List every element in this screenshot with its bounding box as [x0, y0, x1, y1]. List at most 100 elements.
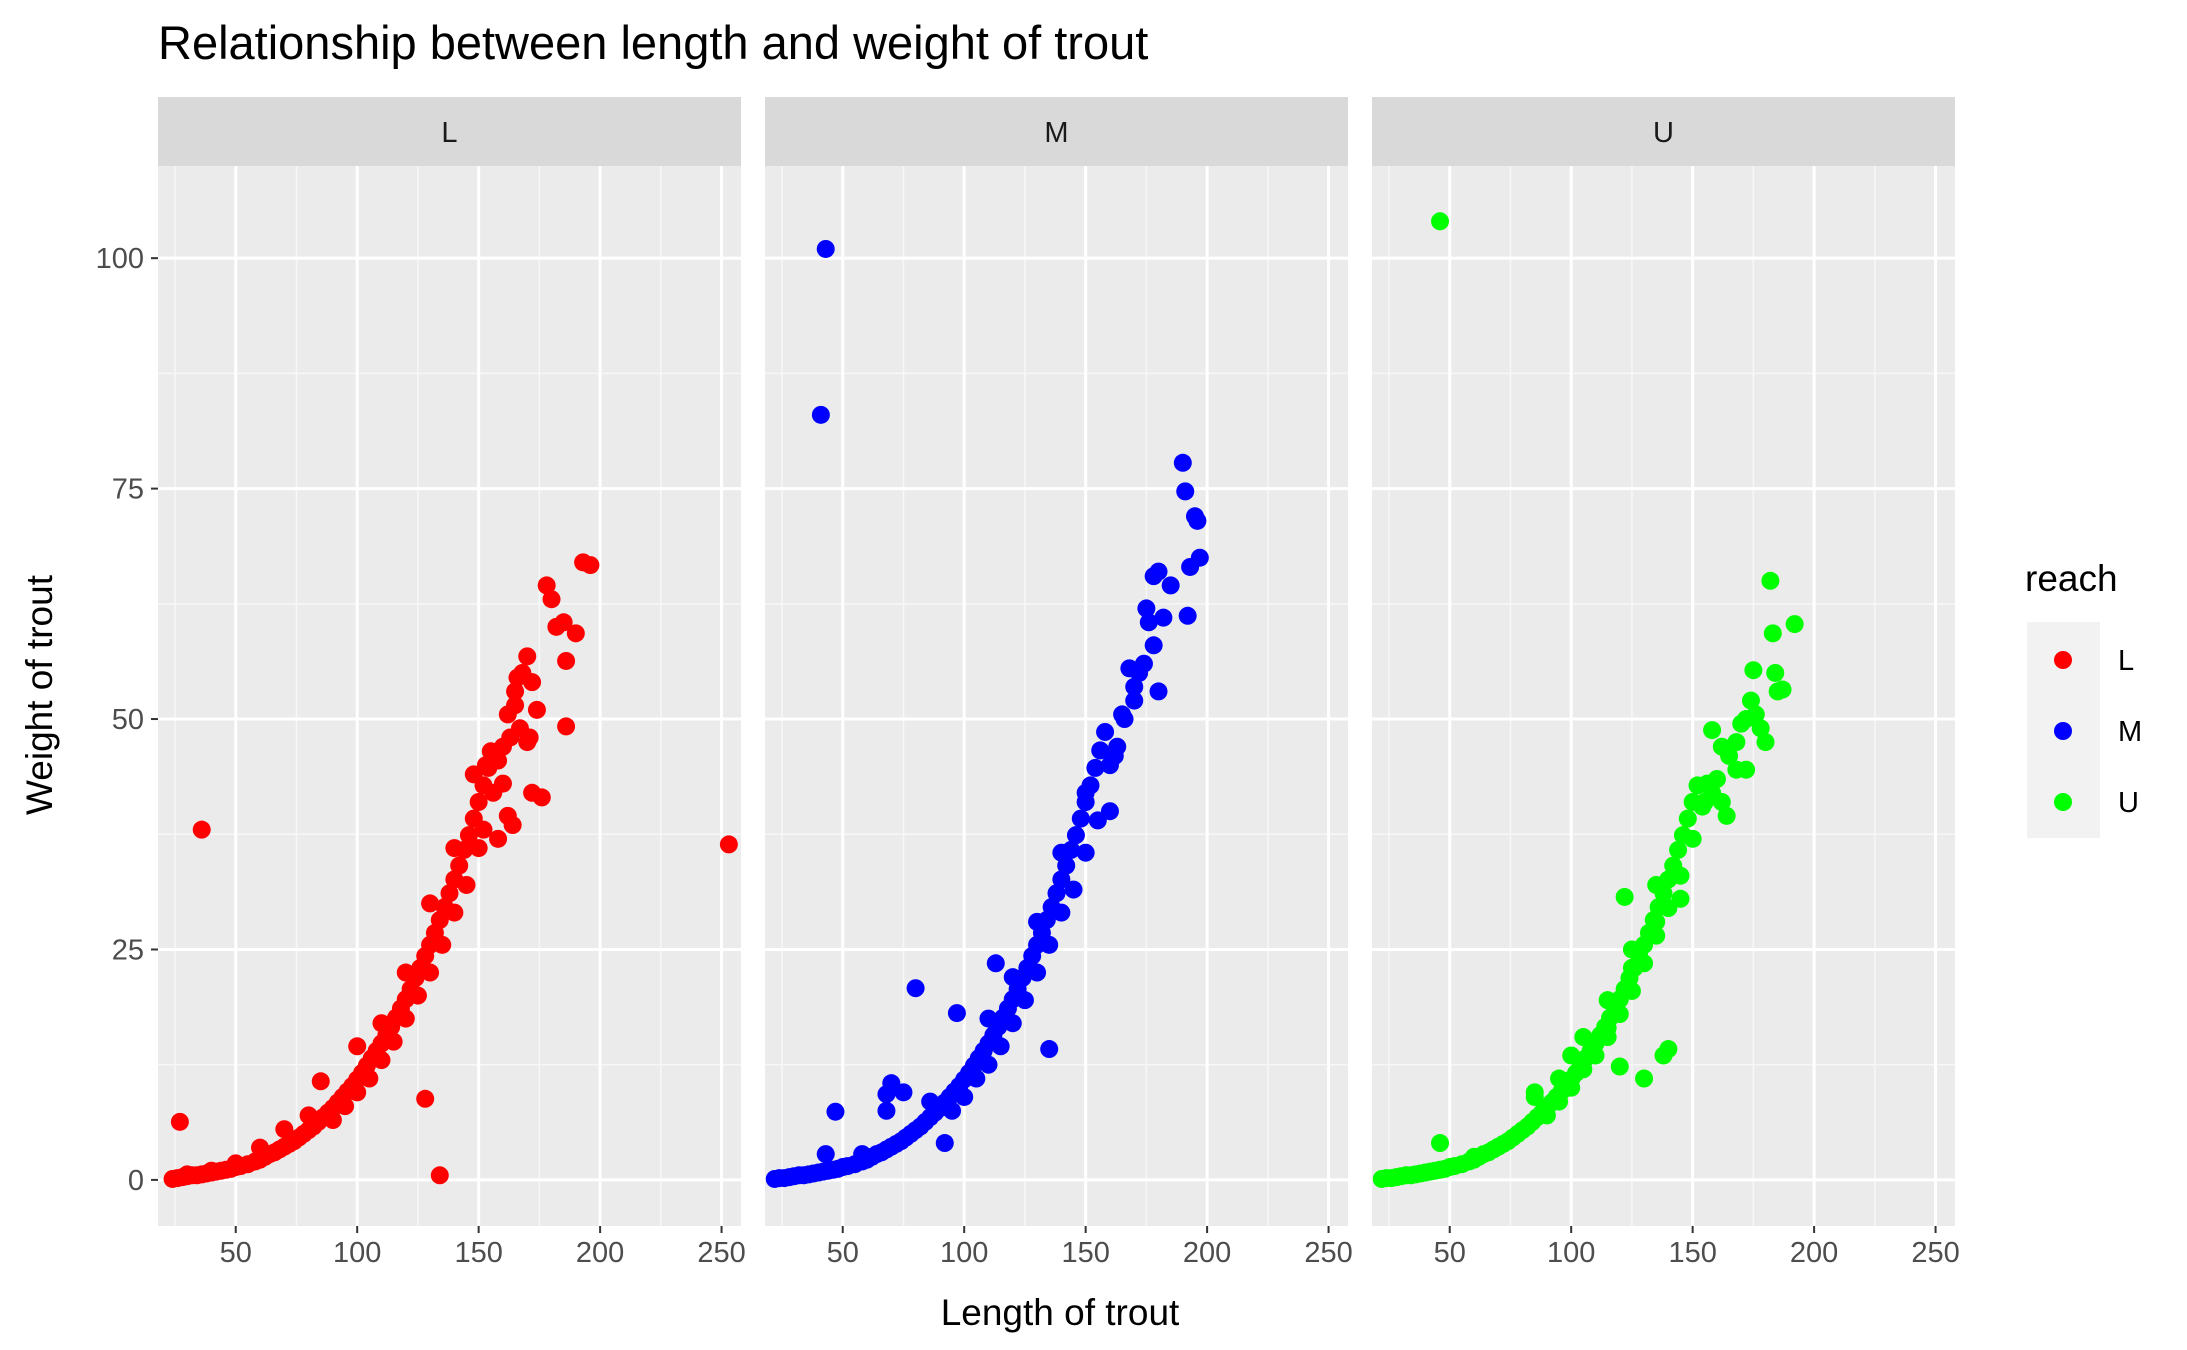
data-point	[1671, 889, 1690, 908]
x-tick-label: 150	[1061, 1237, 1109, 1269]
data-point	[1598, 1018, 1617, 1037]
data-point	[935, 1134, 954, 1153]
legend-label-l: L	[2118, 645, 2134, 677]
data-point	[943, 1101, 962, 1120]
data-point	[1115, 710, 1134, 729]
data-point	[202, 1161, 221, 1180]
data-points	[1372, 212, 1804, 1188]
data-point	[1598, 991, 1617, 1010]
facet-strip-label: L	[441, 117, 457, 149]
data-point	[1586, 1032, 1605, 1051]
data-point	[1052, 870, 1071, 889]
data-point	[396, 963, 415, 982]
data-point	[506, 682, 525, 701]
data-point	[1105, 746, 1124, 765]
x-tick-label: 50	[827, 1237, 859, 1269]
data-point	[1028, 963, 1047, 982]
data-point	[1015, 991, 1034, 1010]
data-point	[1176, 482, 1195, 501]
data-point	[421, 894, 440, 913]
x-axis-title: Length of trout	[941, 1292, 1180, 1333]
data-point	[469, 793, 488, 811]
y-tick-label: 25	[112, 934, 144, 966]
legend-key-u	[2054, 793, 2072, 811]
facet-strip	[1372, 97, 1955, 166]
data-point	[506, 696, 525, 715]
data-point	[566, 624, 585, 643]
data-point	[518, 647, 537, 666]
legend-label-m: M	[2118, 716, 2142, 748]
data-point	[1737, 760, 1756, 779]
data-point	[894, 1083, 913, 1102]
data-point	[1071, 809, 1090, 828]
data-point	[226, 1154, 245, 1173]
data-point	[457, 875, 476, 894]
data-point	[1431, 1134, 1450, 1153]
data-point	[877, 1101, 896, 1120]
data-point	[1669, 840, 1688, 859]
data-point	[1064, 880, 1083, 899]
data-point	[484, 783, 503, 802]
data-point	[1149, 562, 1168, 581]
data-point	[1761, 571, 1780, 590]
x-tick-label: 100	[1547, 1237, 1595, 1269]
facet-panel-l: L 50 100 150 200 250 0 25 50 75 100	[96, 97, 746, 1269]
data-point	[557, 717, 576, 736]
data-point	[1066, 826, 1085, 845]
data-point	[1550, 1092, 1569, 1111]
data-point	[1717, 806, 1736, 825]
facet-strip-label: M	[1044, 117, 1068, 149]
data-point	[1647, 875, 1666, 894]
x-tick-label: 150	[454, 1237, 502, 1269]
data-point	[527, 700, 546, 719]
data-point	[1703, 721, 1722, 740]
data-point	[251, 1138, 270, 1157]
data-point	[1040, 1040, 1059, 1059]
legend-title: reach	[2025, 558, 2118, 599]
data-point	[853, 1145, 872, 1164]
data-point	[1766, 663, 1785, 682]
data-point	[275, 1120, 294, 1139]
data-point	[408, 986, 427, 1005]
data-point	[1154, 608, 1173, 627]
y-tick-label: 50	[112, 704, 144, 736]
data-point	[348, 1083, 367, 1102]
data-point	[1610, 1005, 1629, 1023]
data-point	[348, 1037, 367, 1056]
data-point	[955, 1087, 974, 1106]
data-point	[503, 816, 522, 835]
data-point	[537, 576, 556, 595]
data-point	[311, 1072, 330, 1091]
data-point	[384, 1032, 403, 1051]
x-tick-label: 250	[1911, 1237, 1959, 1269]
data-point	[1707, 769, 1726, 788]
chart-title: Relationship between length and weight o…	[158, 16, 1148, 69]
data-point	[1695, 793, 1714, 811]
data-point	[1076, 783, 1095, 802]
data-point	[1139, 613, 1158, 632]
data-point	[811, 405, 830, 424]
data-point	[1465, 1147, 1484, 1166]
data-point	[396, 1009, 415, 1028]
data-point	[1091, 741, 1110, 760]
data-point	[532, 788, 551, 807]
x-tick-label: 100	[333, 1237, 381, 1269]
legend-key-l	[2054, 651, 2072, 669]
data-point	[1574, 1060, 1593, 1079]
data-point	[372, 1051, 391, 1070]
data-point	[979, 1009, 998, 1028]
x-tick-label: 200	[576, 1237, 624, 1269]
data-point	[1052, 903, 1071, 922]
data-point	[1134, 654, 1153, 673]
y-tick-label: 100	[96, 243, 144, 275]
panel-background	[1372, 166, 1955, 1226]
data-point	[826, 1102, 845, 1121]
data-point	[967, 1069, 986, 1088]
data-point	[877, 1085, 896, 1104]
data-point	[336, 1097, 355, 1116]
data-point	[1763, 624, 1782, 643]
data-point	[1537, 1106, 1556, 1125]
data-point	[1727, 733, 1746, 752]
data-point	[1622, 958, 1641, 977]
data-point	[1659, 1040, 1678, 1059]
